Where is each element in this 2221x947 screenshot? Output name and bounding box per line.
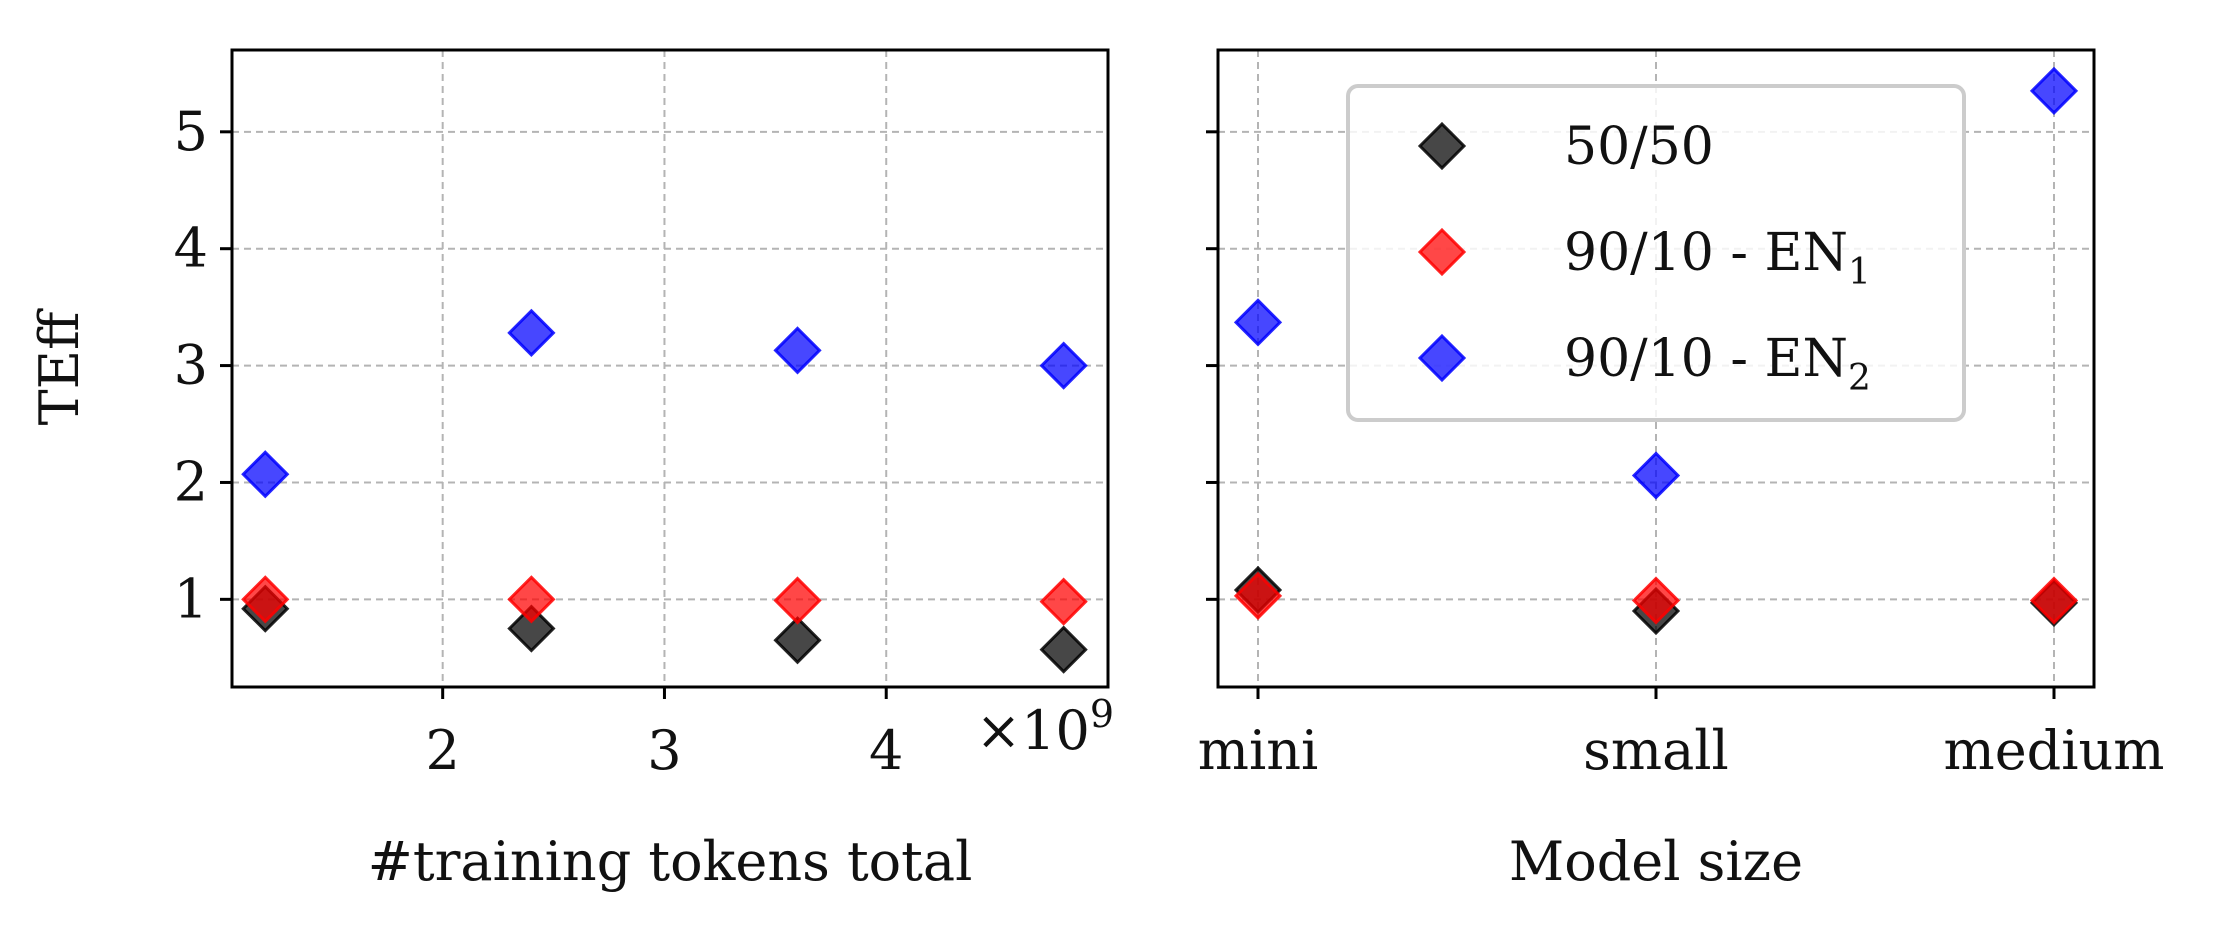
model-size-scatter-panel: mini small medium Model size 50/50 90/10 - … xyxy=(1198,48,2165,893)
left-data-point-series-2 xyxy=(241,450,290,499)
legend-marker-series-0 xyxy=(1417,121,1467,171)
right-x-tick-label: mini xyxy=(1198,719,1319,782)
right-x-axis-label: Model size xyxy=(1509,830,1803,893)
legend-box xyxy=(1346,84,1966,422)
left-y-tick-label: 1 xyxy=(174,567,208,630)
legend-marker-series-2 xyxy=(1417,333,1467,383)
legend-marker-series-1 xyxy=(1417,227,1467,277)
right-plot-frame xyxy=(1216,48,2096,689)
multiplier-base: ×10 xyxy=(976,699,1090,762)
left-x-axis-label: #training tokens total xyxy=(368,830,973,893)
left-data-point-series-1 xyxy=(1039,577,1088,626)
legend-label-text: 50/50 xyxy=(1564,117,1714,177)
left-y-axis-label: TEff xyxy=(28,308,91,425)
legend-label-text: 90/10 - EN xyxy=(1564,223,1848,283)
left-y-tick-label: 5 xyxy=(174,100,208,163)
legend-label-text: 90/10 - EN xyxy=(1564,329,1848,389)
right-data-point-series-2 xyxy=(1233,298,1283,347)
left-y-tick-label: 3 xyxy=(174,334,208,397)
left-data-point-series-2 xyxy=(1039,341,1088,390)
left-data-point-series-1 xyxy=(507,575,556,624)
legend-label-series-0: 50/50 xyxy=(1564,117,1714,177)
left-y-tick-label: 2 xyxy=(174,450,208,513)
right-data-point-series-2 xyxy=(1631,451,1681,500)
left-x-tick-label: 3 xyxy=(647,719,681,782)
right-data-point-series-1 xyxy=(1631,576,1681,625)
left-points xyxy=(241,308,1088,674)
tokens-scatter-panel: 2 3 4 1 2 3 4 5 #training tokens total TEff ×10… xyxy=(28,48,1114,893)
left-x-tick-label: 2 xyxy=(426,719,460,782)
left-y-tick-label: 4 xyxy=(174,217,208,280)
left-plot-frame xyxy=(230,48,1110,689)
legend-label-subscript: 2 xyxy=(1848,358,1871,399)
right-x-tick-label: small xyxy=(1583,719,1729,782)
legend-label-subscript: 1 xyxy=(1848,252,1871,293)
left-data-point-series-0 xyxy=(1039,625,1088,674)
left-data-point-series-1 xyxy=(773,576,822,625)
right-data-point-series-2 xyxy=(2029,66,2079,116)
right-points xyxy=(1233,66,2079,636)
legend-label-series-2: 90/10 - EN2 xyxy=(1564,329,1871,399)
x-axis-multiplier: ×109 xyxy=(976,692,1114,762)
left-data-point-series-2 xyxy=(507,308,556,357)
right-x-tick-label: medium xyxy=(1944,719,2165,782)
left-ticks: 2 3 4 1 2 3 4 5 xyxy=(174,100,904,782)
left-data-point-series-0 xyxy=(507,604,556,653)
left-data-point-series-0 xyxy=(773,616,822,665)
left-grid xyxy=(232,50,1108,687)
left-x-tick-label: 4 xyxy=(869,719,903,782)
right-ticks: mini small medium xyxy=(1198,130,2165,782)
left-data-point-series-2 xyxy=(773,326,822,375)
right-data-point-series-1 xyxy=(2029,576,2079,625)
legend-label-series-1: 90/10 - EN1 xyxy=(1564,223,1871,293)
multiplier-exponent: 9 xyxy=(1090,692,1114,736)
left-data-point-series-1 xyxy=(241,575,290,624)
right-data-point-series-1 xyxy=(1233,571,1283,620)
